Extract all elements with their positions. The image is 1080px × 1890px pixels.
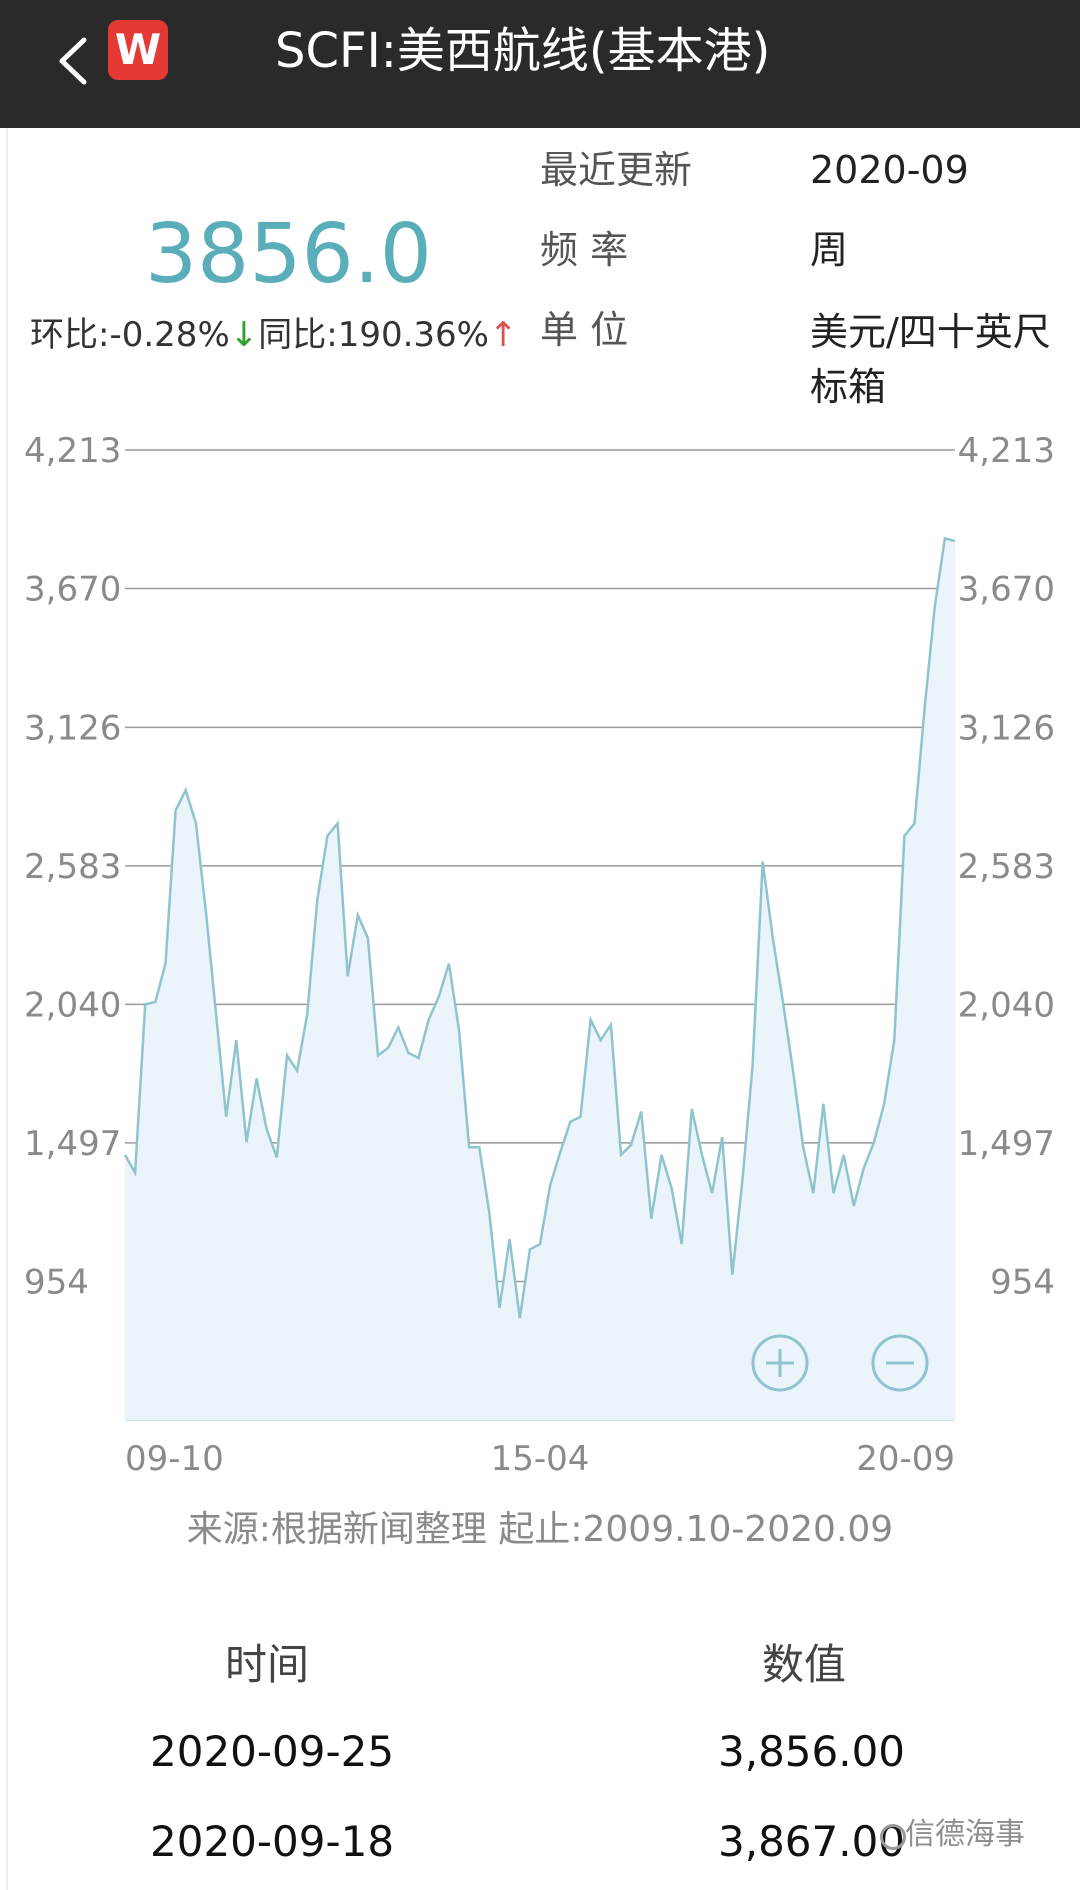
y-tick-label-left: 954 — [24, 1262, 89, 1302]
app-bar: W SCFI:美西航线(基本港) — [0, 0, 1080, 128]
arrow-up-icon: ↑ — [489, 315, 518, 355]
back-button[interactable] — [50, 16, 100, 106]
table-header-value: 数值 — [762, 1640, 847, 1689]
wechat-icon — [880, 1824, 906, 1850]
x-tick-label: 20-09 — [856, 1439, 955, 1479]
arrow-down-icon: ↓ — [229, 315, 259, 355]
x-axis-labels: 09-10 15-04 20-09 — [125, 1439, 955, 1479]
app-logo: W — [108, 20, 168, 80]
y-tick-label-left: 2,583 — [24, 847, 121, 887]
y-tick-label-right: 3,126 — [958, 708, 1055, 748]
row-value: 3,856.00 — [718, 1727, 906, 1776]
yoy-value: 190.36% — [337, 315, 489, 355]
source-note: 来源:根据新闻整理 起止:2009.10-2020.09 — [186, 1509, 894, 1550]
x-tick-label: 15-04 — [491, 1439, 590, 1479]
y-tick-label-right: 3,670 — [958, 570, 1055, 610]
y-tick-label-right: 2,583 — [958, 847, 1055, 887]
row-value: 3,867.00 — [718, 1817, 906, 1866]
row-date: 2020-09-18 — [150, 1817, 395, 1866]
frequency-label: 频 率 — [540, 228, 629, 272]
zoom-in-icon — [751, 1334, 809, 1392]
mom-value: -0.28% — [109, 315, 230, 355]
current-value: 3856.0 — [145, 207, 432, 302]
table-row[interactable]: 2020-09-25 3,856.00 — [0, 1712, 1080, 1792]
series-area-fill — [125, 538, 955, 1420]
line-chart[interactable]: 4,213 4,213 3,670 3,670 3,126 3,126 2,583 2,583… — [0, 420, 1080, 1480]
unit-value: 美元/四十英尺标箱 — [810, 310, 1051, 409]
chart-area — [123, 536, 956, 1420]
y-tick-label-right: 1,497 — [958, 1124, 1055, 1164]
page-title: SCFI:美西航线(基本港) — [275, 23, 771, 79]
zoom-out-icon — [871, 1334, 929, 1392]
y-tick-label-right: 4,213 — [958, 431, 1055, 471]
y-tick-label-left: 4,213 — [24, 431, 121, 471]
left-divider — [6, 128, 8, 1890]
updated-label: 最近更新 — [540, 148, 693, 192]
row-date: 2020-09-25 — [150, 1727, 395, 1776]
watermark: 信德海事 — [905, 1817, 1025, 1852]
x-tick-label: 09-10 — [125, 1439, 224, 1479]
chevron-left-icon — [59, 37, 87, 85]
table-row[interactable]: 2020-09-18 3,867.00 — [0, 1802, 1080, 1882]
y-tick-label-left: 2,040 — [24, 985, 121, 1025]
updated-value: 2020-09 — [810, 148, 969, 192]
y-tick-label-left: 3,670 — [24, 570, 121, 610]
y-axis-labels: 4,213 4,213 3,670 3,670 3,126 3,126 2,583 2,583… — [24, 431, 1055, 1302]
y-tick-label-left: 1,497 — [24, 1124, 121, 1164]
table-header-time: 时间 — [225, 1640, 310, 1689]
unit-label: 单 位 — [540, 308, 629, 352]
y-tick-label-right: 954 — [990, 1262, 1055, 1302]
y-tick-label-right: 2,040 — [958, 985, 1055, 1025]
mom-label: 环比: — [30, 315, 110, 355]
zoom-out-button[interactable] — [871, 1334, 929, 1392]
yoy-label: 同比: — [258, 315, 338, 355]
y-tick-label-left: 3,126 — [24, 708, 121, 748]
change-line: 环比:-0.28%↓同比:190.36%↑ — [30, 310, 518, 360]
frequency-value: 周 — [810, 228, 849, 272]
zoom-in-button[interactable] — [751, 1334, 809, 1392]
